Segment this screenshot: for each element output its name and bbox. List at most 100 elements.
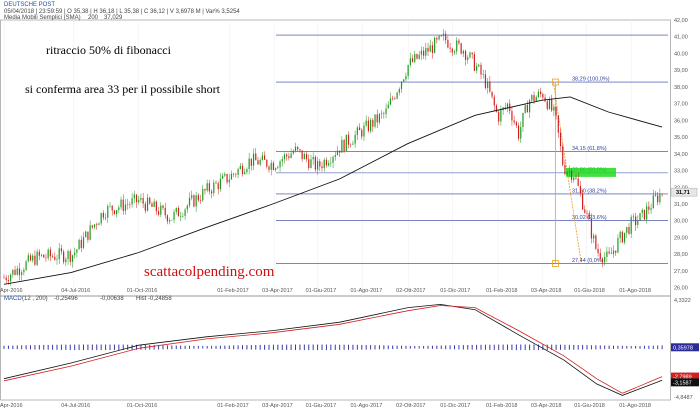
- macd-hist-bar: [330, 344, 332, 351]
- ma-label: Media Mobili Semplici (SMA): [4, 15, 81, 21]
- candle-body: [369, 119, 372, 131]
- candle-body: [632, 216, 635, 218]
- candle-body: [206, 183, 208, 191]
- x-tick-label: 02-Ott-2017: [396, 288, 425, 294]
- fib-anchor-top: [551, 78, 559, 86]
- x-tick-label: 03-Apr-2017: [262, 288, 293, 294]
- candle-body: [129, 204, 131, 206]
- candle-body: [138, 199, 140, 203]
- candle-body: [498, 111, 500, 122]
- candle-body: [511, 111, 513, 121]
- candle-body: [51, 256, 54, 257]
- x-tick-label: 01-Apr-2016: [0, 288, 23, 294]
- candle-body: [341, 139, 343, 153]
- candle-body: [169, 220, 171, 222]
- candle-body: [270, 162, 272, 170]
- candle-body: [615, 250, 617, 253]
- candle-body: [449, 47, 451, 49]
- candle-body: [199, 200, 202, 201]
- candle-body: [328, 163, 330, 166]
- macd-name: MACD: [4, 296, 22, 302]
- macd-hist-bar: [520, 344, 522, 351]
- macd-hist-bar: [25, 345, 27, 350]
- macd-hist-bar: [361, 344, 363, 350]
- macd-hist-bar: [47, 344, 49, 350]
- fibonacci-levels: 38,29 (100,0%)34,15 (61,8%)32,86 (50,0%)…: [276, 34, 668, 267]
- signal-line: [3, 305, 663, 394]
- candle-body: [261, 155, 263, 160]
- candle-body: [21, 272, 23, 275]
- candle-body: [385, 108, 387, 114]
- candle-body: [100, 212, 102, 224]
- candle-body: [23, 269, 25, 273]
- macd-hist-bar: [109, 344, 111, 351]
- candle-body: [272, 162, 275, 170]
- price-tick-label: 30,00: [674, 219, 688, 225]
- price-tick-label: 38,00: [674, 85, 688, 91]
- candle-body: [3, 277, 5, 279]
- macd-hist-bar: [652, 345, 654, 350]
- macd-hist-bar: [493, 344, 495, 350]
- candle-body: [515, 122, 517, 126]
- x-tick-label-macd: 03-Apr-2018: [531, 403, 562, 409]
- candle-body: [489, 81, 491, 92]
- candle-body: [555, 106, 557, 116]
- ma-value: 37,029: [104, 15, 123, 21]
- candle-body: [166, 215, 169, 222]
- macd-hist-bar: [529, 344, 531, 351]
- macd-hist-bar: [78, 344, 80, 351]
- candle-body: [654, 195, 657, 196]
- macd-hist-bar: [202, 346, 204, 349]
- macd-hist-bar: [568, 344, 570, 350]
- candle-body: [358, 127, 361, 131]
- candle-body: [118, 207, 120, 211]
- x-tick-label-macd: 01-Giu-2017: [306, 403, 337, 409]
- signal-badge-box: [671, 372, 699, 381]
- candle-body: [471, 52, 473, 55]
- candle-body: [219, 178, 222, 190]
- candle-body: [619, 231, 621, 239]
- candle-body: [568, 170, 570, 172]
- macd-hist-bar: [374, 345, 376, 350]
- candle-body: [524, 105, 526, 113]
- x-tick-label-macd: 01-Ago-2017: [351, 403, 383, 409]
- candle-body: [299, 149, 301, 151]
- candle-body: [575, 177, 577, 179]
- macd-plot: [3, 303, 663, 396]
- macd-hist-bar: [219, 345, 221, 349]
- candle-body: [34, 255, 36, 265]
- candle-body: [153, 201, 155, 207]
- candle-body: [407, 65, 409, 76]
- candle-body: [458, 40, 460, 44]
- macd-hist-bar: [454, 345, 456, 350]
- candle-body: [635, 216, 637, 225]
- candle-body: [204, 189, 206, 191]
- candle-body: [330, 162, 332, 164]
- macd-hist-bar: [542, 344, 544, 351]
- macd-hist-bar: [91, 344, 93, 351]
- macd-hist-bar: [184, 345, 186, 349]
- candle-body: [58, 248, 60, 260]
- candle-body: [71, 255, 74, 262]
- macd-hist-bar: [484, 344, 486, 350]
- candle-body: [372, 119, 374, 127]
- macd-hist-bar: [303, 344, 305, 351]
- macd-hist-bar: [100, 344, 102, 351]
- candle-body: [191, 195, 193, 198]
- candle-body: [5, 277, 7, 281]
- candle-body: [500, 110, 502, 122]
- macd-hist-bar: [401, 345, 403, 349]
- macd-hist-bar: [16, 345, 18, 350]
- macd-hist-bar: [396, 345, 398, 349]
- x-tick-label-macd: 01-Feb-2017: [217, 403, 249, 409]
- candle-body: [210, 191, 213, 194]
- candle-body: [89, 225, 91, 240]
- candle-body: [350, 144, 352, 146]
- candle-body: [151, 203, 153, 207]
- candle-body: [630, 216, 632, 234]
- candle-body: [354, 134, 356, 144]
- candle-body: [76, 249, 78, 253]
- x-tick-label: 03-Apr-2018: [531, 288, 562, 294]
- candle-body: [67, 251, 69, 260]
- series-lines: [3, 96, 663, 285]
